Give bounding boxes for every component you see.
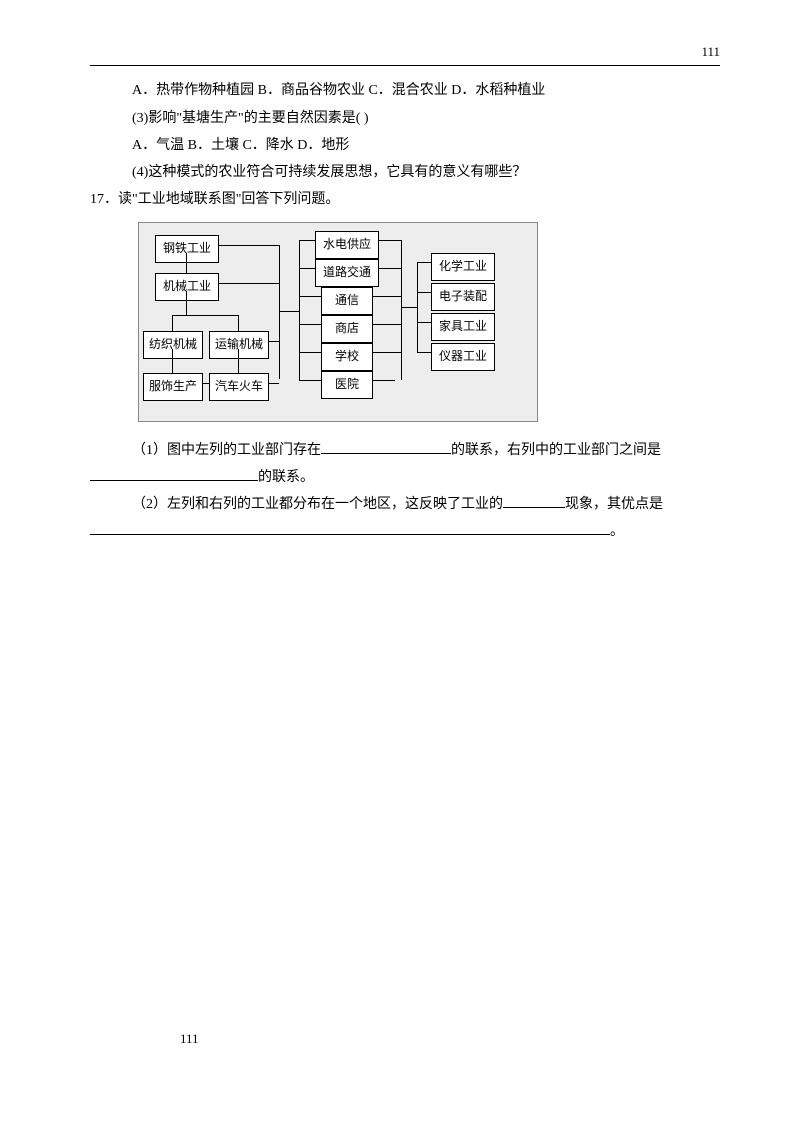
diagram-node: 服饰生产 [143,373,203,401]
diagram-edge [186,291,187,315]
diagram-node: 汽车火车 [209,373,269,401]
fill-blank-line: 。 [90,519,720,544]
blank[interactable] [90,521,610,535]
diagram-wrapper: 钢铁工业机械工业纺织机械运输机械服饰生产汽车火车 水电供应道路交通通信商店学校医院… [90,222,720,431]
q1-part-b: 的联系，右列中的工业部门之间是 [451,443,661,458]
diagram-edge [238,315,239,331]
diagram-edge [172,315,239,316]
diagram-node: 家具工业 [431,313,495,341]
period: 。 [610,524,624,539]
diagram-edge [279,311,299,312]
diagram-edge [373,324,401,325]
diagram-node: 钢铁工业 [155,235,219,263]
fill-blank-line: 的联系。 [90,465,720,490]
diagram-edge [417,262,431,263]
diagram-edge [269,341,279,342]
diagram-node: 仪器工业 [431,343,495,371]
diagram-node: 化学工业 [431,253,495,281]
fill-blank-line: （1）图中左列的工业部门存在 的联系，右列中的工业部门之间是 [90,438,720,463]
diagram-edge [299,324,321,325]
diagram-edge [299,240,315,241]
diagram-edge [417,322,431,323]
text-line: (4)这种模式的农业符合可持续发展思想，它具有的意义有哪些？ [90,160,720,185]
diagram-edge [172,315,173,331]
diagram-node: 医院 [321,371,373,399]
diagram-edge [373,296,401,297]
diagram-node: 电子装配 [431,283,495,311]
industry-diagram: 钢铁工业机械工业纺织机械运输机械服饰生产汽车火车 水电供应道路交通通信商店学校医院… [138,222,538,422]
header-page-number: 111 [701,44,720,59]
page-header: 111 [90,40,720,66]
diagram-edge [172,349,173,373]
diagram-edge [219,245,279,246]
diagram-edge [299,380,321,381]
diagram-node: 通信 [321,287,373,315]
q1-part-c: 的联系。 [258,470,314,485]
text-line: (3)影响"基塘生产"的主要自然因素是( ) [90,106,720,131]
diagram-edge [373,380,395,381]
diagram-edge [279,245,280,379]
q2-part-a: （2）左列和右列的工业都分布在一个地区，这反映了工业的 [132,497,503,512]
blank[interactable] [503,494,565,508]
fill-blank-line: （2）左列和右列的工业都分布在一个地区，这反映了工业的 现象，其优点是 [90,492,720,517]
diagram-node: 商店 [321,315,373,343]
diagram-node: 纺织机械 [143,331,203,359]
diagram-node: 道路交通 [315,259,379,287]
page-footer: 111 [180,1027,199,1050]
blank[interactable] [321,440,451,454]
diagram-edge [373,352,401,353]
diagram-edge [186,253,187,273]
blank[interactable] [90,467,258,481]
question-heading: 17．读"工业地域联系图"回答下列问题。 [90,187,720,212]
footer-page-number: 111 [180,1031,199,1046]
q1-part-a: （1）图中左列的工业部门存在 [132,443,321,458]
diagram-edge [417,262,418,352]
diagram-edge [269,383,279,384]
diagram-edge [299,296,321,297]
text-line: A．热带作物种植园 B．商品谷物农业 C．混合农业 D．水稻种植业 [90,78,720,103]
diagram-edge [238,349,239,373]
diagram-edge [401,240,402,380]
diagram-edge [299,240,300,380]
diagram-edge [219,283,279,284]
diagram-node: 机械工业 [155,273,219,301]
diagram-node: 学校 [321,343,373,371]
text-line: A．气温 B．土壤 C．降水 D．地形 [90,133,720,158]
diagram-edge [379,240,401,241]
diagram-edge [379,268,401,269]
diagram-edge [299,352,321,353]
diagram-edge [299,268,315,269]
diagram-node: 运输机械 [209,331,269,359]
q2-part-b: 现象，其优点是 [565,497,663,512]
diagram-edge [417,292,431,293]
diagram-edge [417,352,431,353]
diagram-edge [401,307,417,308]
diagram-edge [203,383,209,384]
diagram-node: 水电供应 [315,231,379,259]
